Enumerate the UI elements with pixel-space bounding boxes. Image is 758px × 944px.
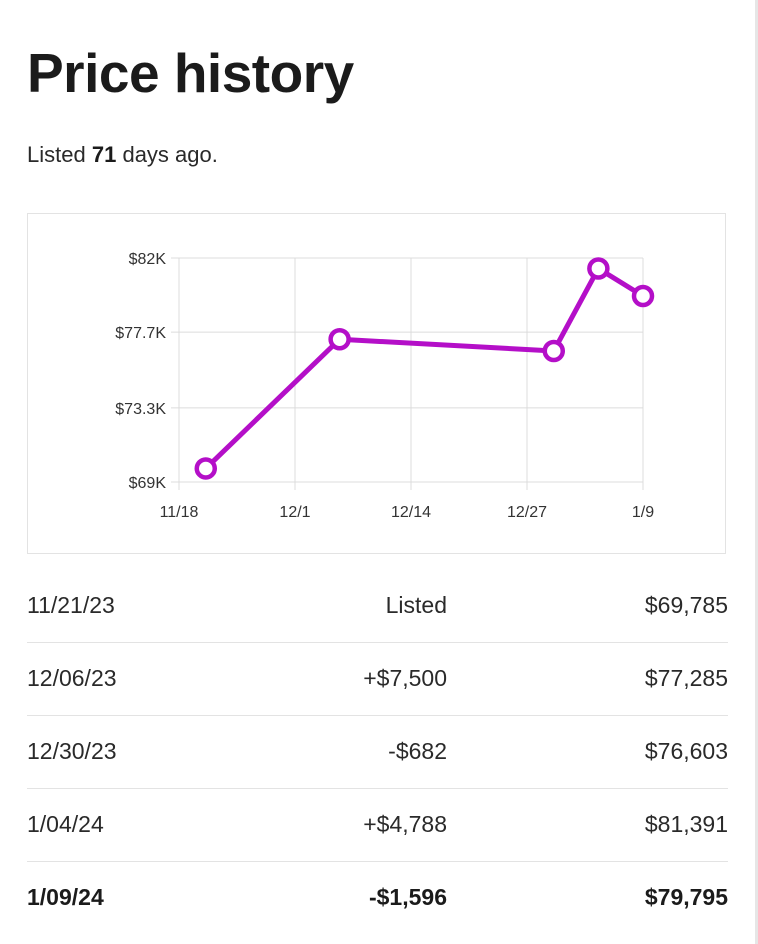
history-row: 11/21/23 Listed $69,785 bbox=[27, 570, 728, 643]
y-tick-label: $77.7K bbox=[115, 325, 166, 342]
history-price: $76,603 bbox=[644, 738, 728, 764]
price-point bbox=[542, 339, 566, 363]
history-change: +$7,500 bbox=[363, 665, 447, 691]
history-price: $69,785 bbox=[644, 592, 728, 618]
price-point bbox=[587, 257, 610, 280]
history-row: 12/06/23 +$7,500 $77,285 bbox=[27, 643, 728, 716]
listed-suffix: days ago. bbox=[122, 142, 218, 167]
history-change: -$1,596 bbox=[368, 884, 447, 910]
scrollbar-track[interactable] bbox=[755, 0, 758, 944]
listed-days-count: 71 bbox=[91, 142, 117, 167]
history-row: 1/09/24 -$1,596 $79,795 bbox=[27, 862, 728, 934]
listed-prefix: Listed bbox=[27, 142, 86, 167]
x-tick-label: 12/14 bbox=[391, 504, 431, 521]
x-tick-label: 1/9 bbox=[632, 504, 654, 521]
history-row: 1/04/24 +$4,788 $81,391 bbox=[27, 789, 728, 862]
y-tick-label: $82K bbox=[129, 251, 167, 268]
price-point bbox=[328, 327, 351, 351]
y-tick-label: $73.3K bbox=[115, 401, 166, 418]
price-series-line bbox=[203, 265, 646, 471]
history-row: 12/30/23 -$682 $76,603 bbox=[27, 716, 728, 789]
history-price: $81,391 bbox=[644, 811, 728, 837]
history-price: $79,795 bbox=[644, 884, 728, 910]
page-title: Price history bbox=[27, 42, 354, 104]
history-date: 12/30/23 bbox=[27, 738, 117, 764]
y-tick-label: $69K bbox=[129, 475, 167, 492]
x-tick-label: 12/27 bbox=[507, 504, 547, 521]
price-point bbox=[631, 284, 655, 308]
listed-duration: Listed 71 days ago. bbox=[27, 140, 218, 170]
history-change: -$682 bbox=[388, 738, 447, 764]
price-chart: $82K $77.7K $73.3K $69K 11/18 12/1 12/14 12/27 1… bbox=[27, 213, 726, 554]
history-date: 1/04/24 bbox=[27, 811, 104, 837]
x-tick-label: 11/18 bbox=[160, 504, 199, 521]
history-date: 11/21/23 bbox=[27, 592, 115, 618]
price-chart-svg: $82K $77.7K $73.3K $69K 11/18 12/1 12/14 12/27 1… bbox=[115, 251, 655, 521]
history-date: 1/09/24 bbox=[27, 884, 104, 910]
history-price: $77,285 bbox=[644, 665, 728, 691]
x-tick-label: 12/1 bbox=[279, 504, 310, 521]
price-history-table: 11/21/23 Listed $69,785 12/06/23 +$7,500 $77,… bbox=[27, 570, 728, 934]
history-date: 12/06/23 bbox=[27, 665, 117, 691]
price-point bbox=[194, 457, 218, 480]
history-change: Listed bbox=[385, 592, 447, 618]
history-change: +$4,788 bbox=[363, 811, 447, 837]
